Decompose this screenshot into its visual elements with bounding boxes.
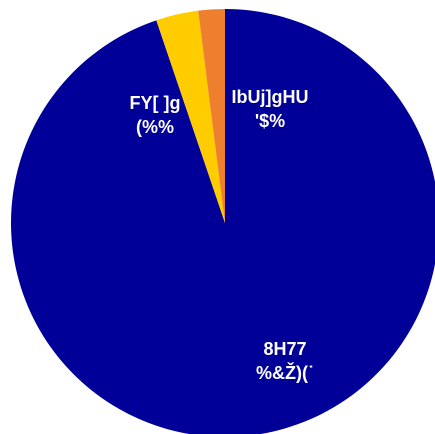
slice-value-label: (%% xyxy=(136,117,174,137)
slice-label: IbUj]gHU xyxy=(232,87,309,107)
slice-label: 8H77 xyxy=(263,339,306,359)
slice-value-label: '$% xyxy=(255,111,285,131)
pie-slice xyxy=(11,9,435,434)
slice-label: FY[ ]g xyxy=(130,93,181,113)
labels: 8H77 %&Ž)(˙ FY[ ]g (%% IbUj]gHU '$% xyxy=(130,87,314,383)
slice-value-label: %&Ž)(˙ xyxy=(256,362,314,383)
pie-slice xyxy=(198,9,225,223)
pie-slice xyxy=(156,10,225,223)
slices xyxy=(11,9,435,434)
